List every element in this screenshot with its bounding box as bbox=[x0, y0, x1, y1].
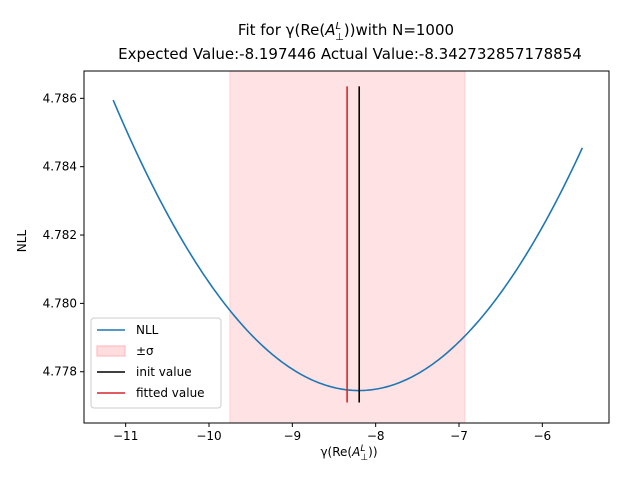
y-tick-label: 4.780 bbox=[43, 296, 77, 310]
legend-band-swatch bbox=[96, 345, 126, 357]
legend-init-label: init value bbox=[136, 365, 192, 379]
y-tick-label: 4.778 bbox=[43, 365, 77, 379]
legend-fitted-label: fitted value bbox=[136, 386, 205, 400]
x-axis-ticks: −11 −10 −9 −8 −7 −6 bbox=[113, 423, 551, 443]
x-axis-label: γ(Re(AL ⊥)) bbox=[320, 444, 377, 463]
x-tick-label: −8 bbox=[367, 429, 385, 443]
x-tick-label: −9 bbox=[283, 429, 301, 443]
legend-nll-label: NLL bbox=[136, 323, 159, 337]
y-tick-label: 4.786 bbox=[43, 91, 77, 105]
y-axis-label: NLL bbox=[15, 230, 29, 253]
chart-title-line1: Fit for γ(Re(AL ⊥))with N=1000 bbox=[238, 21, 454, 43]
y-tick-label: 4.782 bbox=[43, 228, 77, 242]
y-tick-label: 4.784 bbox=[43, 160, 77, 174]
x-tick-label: −6 bbox=[533, 429, 551, 443]
legend: NLL ±σ init value fitted value bbox=[90, 317, 222, 409]
axes-frame bbox=[83, 70, 610, 424]
legend-band-label: ±σ bbox=[136, 344, 154, 358]
x-tick-label: −11 bbox=[113, 429, 138, 443]
x-tick-label: −7 bbox=[450, 429, 468, 443]
x-tick-label: −10 bbox=[196, 429, 221, 443]
y-axis-ticks: 4.778 4.780 4.782 4.784 4.786 bbox=[43, 91, 84, 379]
legend-box bbox=[90, 317, 222, 409]
plot-area bbox=[112, 70, 584, 424]
chart-title-line2: Expected Value:-8.197446 Actual Value:-8… bbox=[118, 45, 582, 63]
